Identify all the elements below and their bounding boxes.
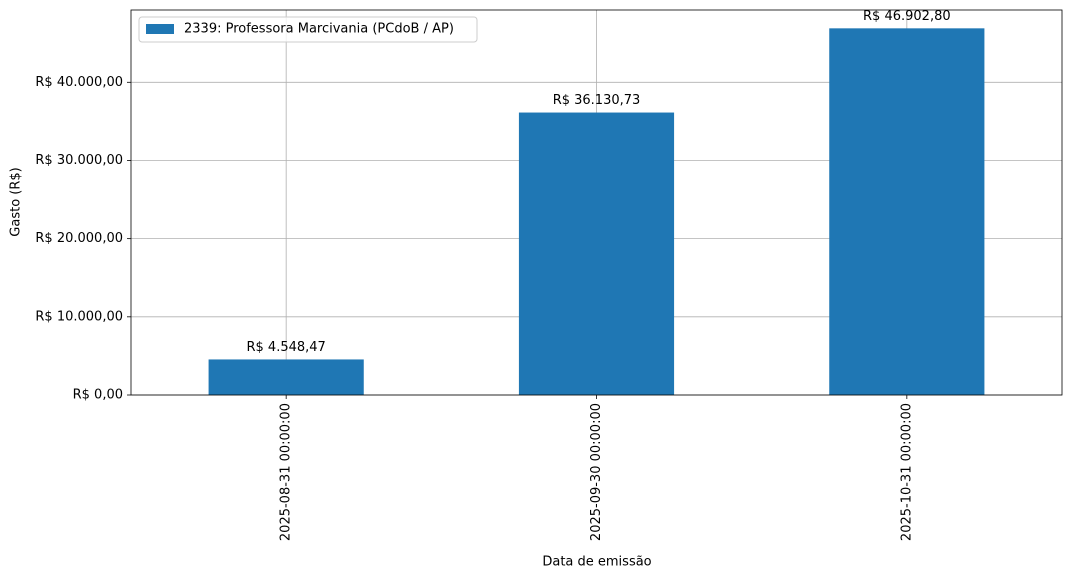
y-tick-label: R$ 40.000,00	[35, 75, 123, 90]
legend-swatch	[146, 24, 174, 34]
legend	[138, 16, 478, 43]
plot-frame	[130, 9, 1063, 396]
x-axis-label: Data de emissão	[542, 555, 651, 570]
value-label: R$ 36.130,73	[553, 93, 641, 108]
bar	[829, 28, 985, 396]
bar	[208, 359, 364, 395]
bar	[518, 112, 675, 395]
legend-label: 2339: Professora Marcivania (PCdoB / AP)	[184, 22, 454, 37]
value-label: R$ 46.902,80	[863, 9, 951, 24]
x-tick-label: 2025-09-30 00:00:00	[589, 403, 604, 541]
y-tick-label: R$ 10.000,00	[35, 309, 123, 324]
y-tick-label: R$ 20.000,00	[35, 231, 123, 246]
x-tick-label: 2025-10-31 00:00:00	[899, 403, 914, 541]
y-tick-label: R$ 0,00	[73, 388, 123, 403]
x-tick-label: 2025-08-31 00:00:00	[279, 403, 294, 541]
y-tick-label: R$ 30.000,00	[35, 153, 123, 168]
y-axis-label: Gasto (R$)	[9, 167, 24, 236]
value-label: R$ 4.548,47	[247, 340, 326, 355]
